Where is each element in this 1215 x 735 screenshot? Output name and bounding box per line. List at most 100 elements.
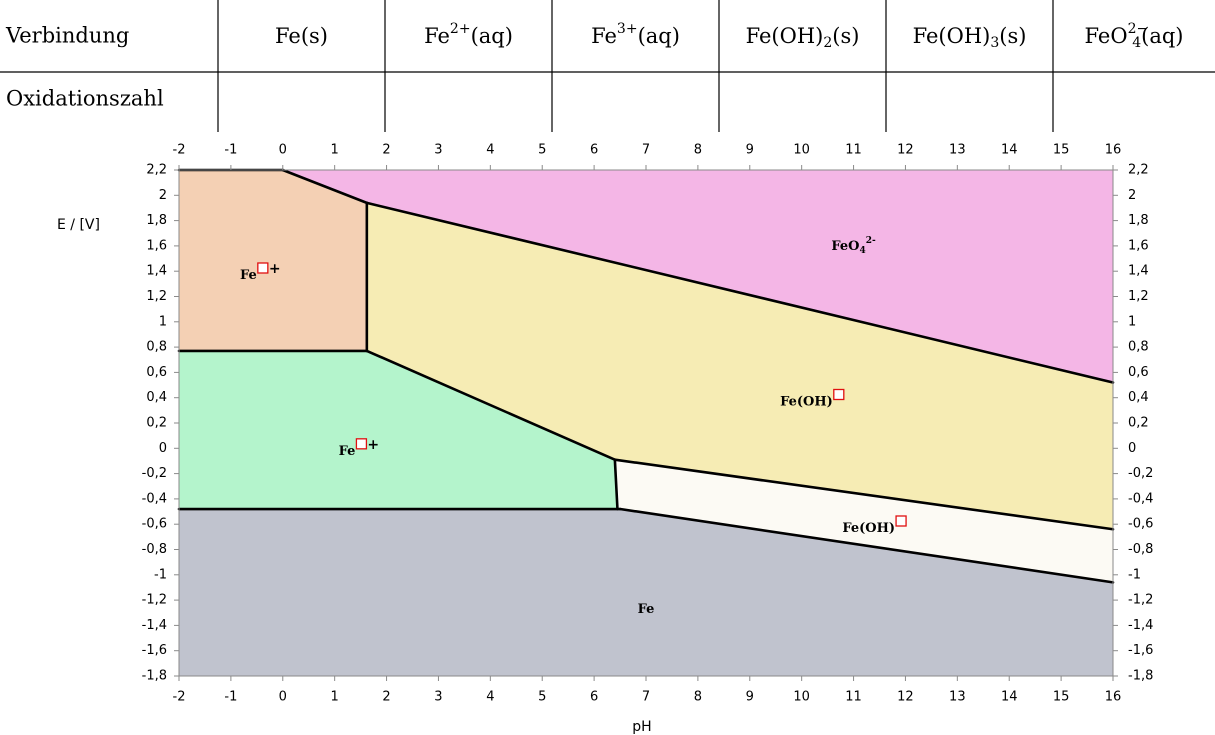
compound-header: Fe3+(aq) <box>591 21 680 48</box>
boundary-layer <box>177 168 1115 584</box>
x-axis-label: pH <box>632 719 651 735</box>
y-tick-label-left: 0,2 <box>146 416 167 431</box>
x-tick-label-bottom: 0 <box>279 690 287 705</box>
blank-charge-box <box>355 438 368 450</box>
x-tick-label-top: 0 <box>279 143 287 158</box>
x-tick-label-bottom: 3 <box>434 690 442 705</box>
phase-boundary <box>613 458 619 511</box>
x-tick-label-top: -1 <box>224 143 237 158</box>
x-tick-label-bottom: 7 <box>642 690 650 705</box>
y-tick-label-right: 0,2 <box>1128 416 1149 431</box>
x-tick-label-bottom: 10 <box>793 690 810 705</box>
compound-header: Fe(OH)3(s) <box>913 24 1027 52</box>
y-tick-label-left: 1,2 <box>146 289 167 304</box>
compound-header: FeO2− 4(aq) <box>1085 21 1184 51</box>
x-tick-label-bottom: 4 <box>486 690 494 705</box>
region-fe2 <box>179 350 618 509</box>
x-tick-label-top: 4 <box>486 143 494 158</box>
x-tick-label-top: 2 <box>382 143 390 158</box>
y-tick-label-right: -1 <box>1128 567 1141 582</box>
y-tick-label-right: -0,2 <box>1128 466 1153 481</box>
y-tick-label-right: 2 <box>1128 188 1136 203</box>
y-tick-label-left: 1,4 <box>146 264 167 279</box>
y-tick-label-right: 1 <box>1128 314 1136 329</box>
blank-charge-box <box>257 262 269 274</box>
y-tick-label-right: -1,4 <box>1128 618 1153 633</box>
y-tick-label-left: -1,6 <box>142 643 167 658</box>
y-tick-label-left: -1 <box>154 567 167 582</box>
blank-charge-box <box>895 515 907 527</box>
y-tick-label-left: -0,6 <box>142 517 167 532</box>
y-tick-label-right: -0,4 <box>1128 491 1153 506</box>
phase-boundary <box>618 507 1115 584</box>
y-tick-label-right: 1,2 <box>1128 289 1149 304</box>
phase-boundary <box>281 168 369 205</box>
y-tick-label-left: -1,8 <box>142 669 167 684</box>
x-tick-label-top: 7 <box>642 143 650 158</box>
compound-header: Fe2+(aq) <box>424 21 513 48</box>
region-label-fe3: Fe <box>240 267 257 282</box>
compound-header: Fe(OH)2(s) <box>746 24 860 52</box>
region-feoh3 <box>366 202 1113 530</box>
x-tick-label-bottom: 11 <box>845 690 862 705</box>
y-tick-label-left: 1 <box>159 314 167 329</box>
region-label-fe2: Fe <box>339 443 356 458</box>
x-tick-label-bottom: 5 <box>538 690 546 705</box>
phase-boundary <box>365 201 1115 384</box>
y-tick-label-left: -0,2 <box>142 466 167 481</box>
x-tick-label-bottom: 6 <box>590 690 598 705</box>
x-tick-label-top: 9 <box>746 143 754 158</box>
y-tick-label-left: 1,8 <box>146 213 167 228</box>
region-label-fe: Fe <box>638 601 655 616</box>
y-tick-label-left: 0 <box>159 441 167 456</box>
x-tick-label-bottom: 14 <box>1001 690 1018 705</box>
region-layer <box>179 170 1113 676</box>
y-tick-label-left: 0,6 <box>146 365 167 380</box>
y-tick-label-left: -0,4 <box>142 491 167 506</box>
x-tick-label-top: 13 <box>949 143 966 158</box>
y-tick-label-right: 0 <box>1128 441 1136 456</box>
y-tick-label-right: 1,8 <box>1128 213 1149 228</box>
x-tick-label-bottom: 15 <box>1053 690 1070 705</box>
pourbaix-diagram: -2-2-1-100112233445566778899101011111212… <box>57 143 1153 735</box>
compound-table: Verbindung Oxidationszahl Fe(s) Fe2+(aq) F… <box>0 0 1215 132</box>
y-tick-label-right: 1,6 <box>1128 238 1149 253</box>
y-tick-label-right: 2,2 <box>1128 163 1149 178</box>
compound-header: Fe(s) <box>275 24 328 48</box>
y-axis-label: E / [V] <box>57 217 100 233</box>
region-label-feoh2: Fe(OH) <box>842 520 895 535</box>
row-header-oxidation: Oxidationszahl <box>6 87 164 111</box>
x-tick-label-bottom: 12 <box>897 690 914 705</box>
row-header-compound: Verbindung <box>5 24 129 48</box>
x-tick-label-top: 6 <box>590 143 598 158</box>
y-tick-label-right: -1,6 <box>1128 643 1153 658</box>
x-tick-label-top: -2 <box>173 143 186 158</box>
y-tick-label-right: -0,8 <box>1128 542 1153 557</box>
x-tick-label-top: 14 <box>1001 143 1018 158</box>
y-tick-label-right: 0,8 <box>1128 340 1149 355</box>
y-tick-label-left: 1,6 <box>146 238 167 253</box>
charge-sign: + <box>367 437 379 453</box>
x-tick-label-bottom: -1 <box>224 690 237 705</box>
y-tick-label-right: 0,4 <box>1128 390 1149 405</box>
x-tick-label-top: 16 <box>1105 143 1122 158</box>
x-tick-label-top: 12 <box>897 143 914 158</box>
x-tick-label-top: 15 <box>1053 143 1070 158</box>
x-tick-label-top: 11 <box>845 143 862 158</box>
y-tick-label-right: 0,6 <box>1128 365 1149 380</box>
x-tick-label-top: 5 <box>538 143 546 158</box>
y-tick-label-left: -0,8 <box>142 542 167 557</box>
phase-boundary <box>365 349 617 461</box>
x-tick-label-bottom: 8 <box>694 690 702 705</box>
x-tick-label-bottom: 9 <box>746 690 754 705</box>
y-tick-label-right: 1,4 <box>1128 264 1149 279</box>
x-tick-label-bottom: 2 <box>382 690 390 705</box>
x-tick-label-bottom: 13 <box>949 690 966 705</box>
y-tick-label-right: -1,2 <box>1128 593 1153 608</box>
y-tick-label-left: 0,4 <box>146 390 167 405</box>
x-tick-label-bottom: 16 <box>1105 690 1122 705</box>
y-tick-label-right: -0,6 <box>1128 517 1153 532</box>
region-feoh2 <box>614 459 1113 583</box>
region-label-feoh3: Fe(OH) <box>780 394 833 409</box>
